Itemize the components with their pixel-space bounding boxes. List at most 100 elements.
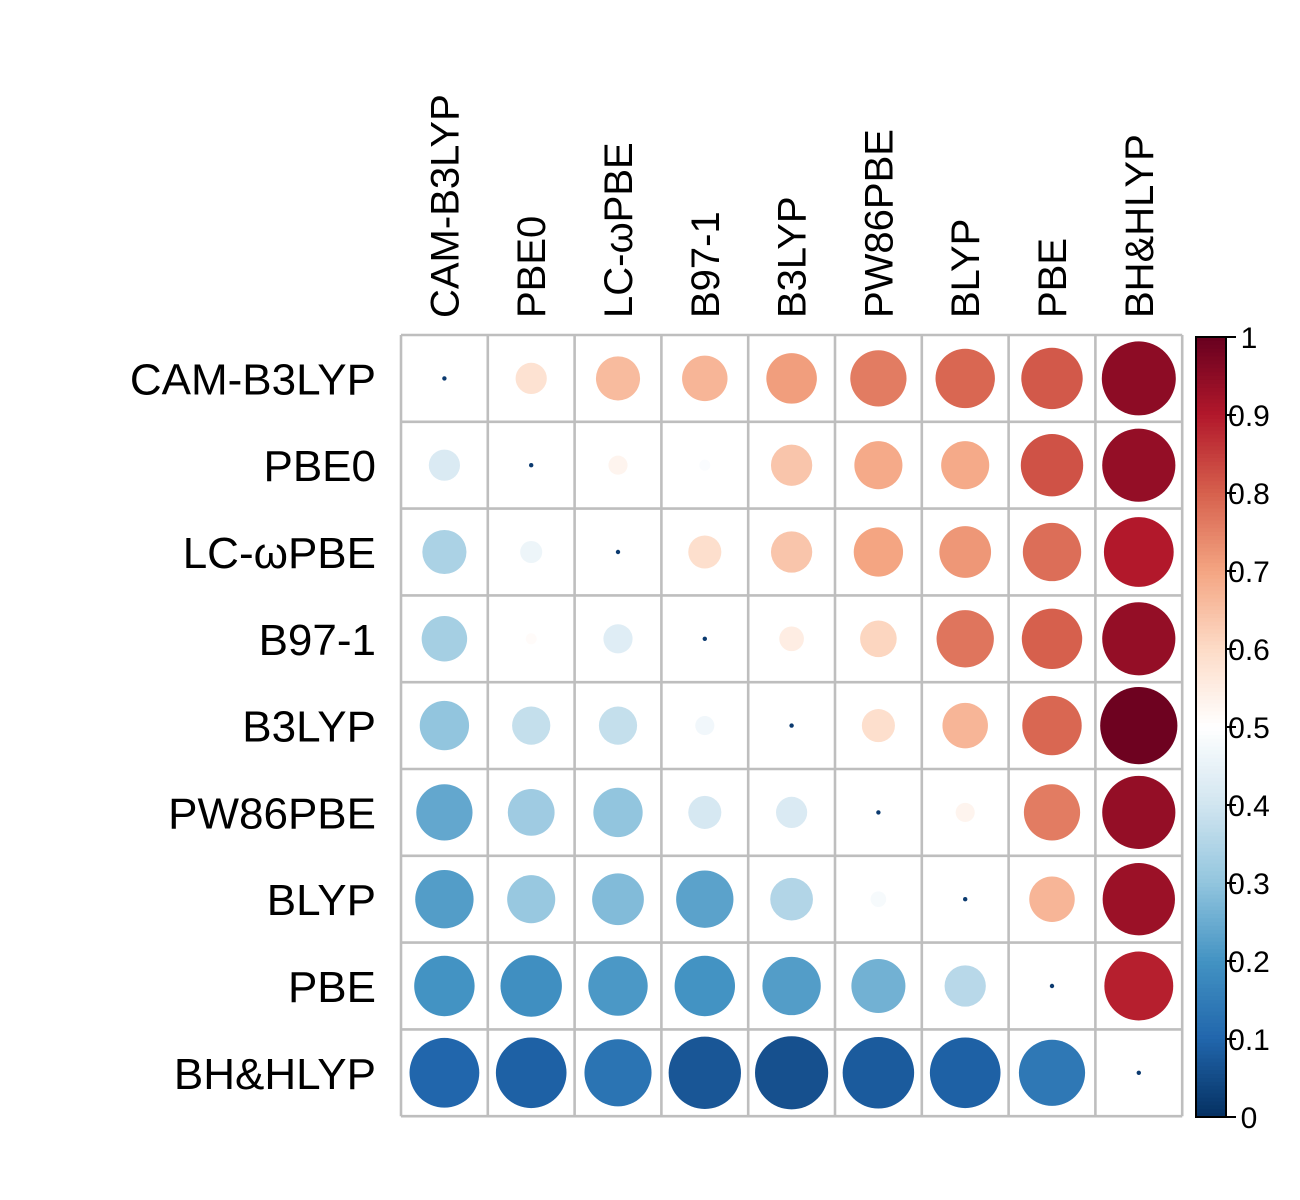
colorbar-segment: [1196, 1000, 1226, 1005]
colorbar-segment: [1196, 832, 1226, 837]
column-label: CAM-B3LYP: [423, 94, 467, 318]
colorbar-segment: [1196, 797, 1226, 802]
cell-circle-4-0: [419, 700, 470, 751]
colorbar-segment: [1196, 766, 1226, 771]
colorbar-segment: [1196, 984, 1226, 989]
colorbar-segment: [1196, 1101, 1226, 1106]
colorbar-segment: [1196, 1039, 1226, 1044]
colorbar-segment: [1196, 695, 1226, 701]
colorbar-segment: [1196, 551, 1226, 556]
colorbar-segment: [1196, 652, 1226, 658]
colorbar-segment: [1196, 1031, 1226, 1036]
cell-circle-0-6: [935, 348, 995, 409]
cell-circle-1-0: [428, 449, 460, 481]
colorbar-segment: [1196, 844, 1226, 849]
colorbar-segment: [1196, 793, 1226, 798]
colorbar-segment: [1196, 563, 1226, 568]
colorbar-segment: [1196, 1046, 1226, 1052]
colorbar-segment: [1196, 446, 1226, 451]
cell-circle-8-3: [668, 1036, 741, 1109]
cell-circle-4-8: [1100, 686, 1178, 765]
colorbar-segment: [1196, 727, 1226, 732]
row-label: CAM-B3LYP: [130, 355, 376, 404]
colorbar-segment: [1196, 1089, 1226, 1095]
colorbar-segment: [1196, 485, 1226, 490]
colorbar-segment: [1196, 493, 1226, 498]
row-label: B97-1: [259, 616, 376, 665]
colorbar-segment: [1196, 730, 1226, 736]
colorbar-segment: [1196, 688, 1226, 693]
cell-circle-6-1: [507, 875, 556, 924]
colorbar-segment: [1196, 816, 1226, 822]
cell-circle-4-7: [1022, 695, 1082, 756]
colorbar-segment: [1196, 699, 1226, 705]
cell-circle-8-1: [495, 1037, 567, 1109]
colorbar-segment: [1196, 734, 1226, 740]
cell-circle-2-5: [853, 527, 904, 577]
colorbar-segment: [1196, 976, 1226, 982]
colorbar-segment: [1196, 641, 1226, 646]
cell-circle-0-8: [1101, 341, 1176, 416]
column-label: BH&HLYP: [1118, 134, 1162, 318]
colorbar-segment: [1196, 606, 1226, 611]
colorbar-segment: [1196, 996, 1226, 1001]
cell-circle-4-4: [789, 723, 794, 728]
cell-circle-8-2: [584, 1039, 652, 1107]
colorbar-segment: [1196, 742, 1226, 748]
colorbar-tick-label: 0.2: [1228, 946, 1270, 979]
colorbar-segment: [1196, 547, 1226, 553]
colorbar-segment: [1196, 617, 1226, 623]
colorbar-segment: [1196, 1015, 1226, 1021]
colorbar-segment: [1196, 945, 1226, 950]
cell-circle-8-0: [409, 1037, 480, 1108]
colorbar-segment: [1196, 555, 1226, 560]
row-label: PBE: [288, 963, 376, 1012]
colorbar-segment: [1196, 957, 1226, 962]
colorbar-segment: [1196, 808, 1226, 814]
cell-circle-6-0: [415, 870, 474, 929]
cell-circle-6-8: [1102, 863, 1175, 936]
row-label: PBE0: [263, 442, 376, 491]
colorbar-segment: [1196, 430, 1226, 436]
colorbar-tick-label: 0.3: [1228, 868, 1270, 901]
colorbar-segment: [1196, 337, 1226, 342]
cell-circle-7-0: [414, 955, 475, 1017]
column-label: B97-1: [684, 211, 728, 318]
colorbar-segment: [1196, 867, 1226, 872]
colorbar-segment: [1196, 395, 1226, 400]
row-label: PW86PBE: [168, 789, 376, 838]
colorbar-segment: [1196, 738, 1226, 744]
cell-circle-2-4: [770, 531, 813, 573]
colorbar-tick-label: 0.4: [1228, 790, 1270, 823]
colorbar-segment: [1196, 691, 1226, 697]
colorbar-segment: [1196, 1078, 1226, 1083]
colorbar-segment: [1196, 633, 1226, 638]
colorbar-segment: [1196, 875, 1226, 880]
colorbar-segment: [1196, 801, 1226, 806]
colorbar-segment: [1196, 582, 1226, 588]
cell-circle-3-6: [936, 610, 994, 668]
colorbar-segment: [1196, 898, 1226, 904]
colorbar-tick-label: 0.1: [1228, 1024, 1270, 1057]
colorbar-segment: [1196, 383, 1226, 389]
colorbar-segment: [1196, 855, 1226, 861]
colorbar-segment: [1196, 1050, 1226, 1056]
colorbar-segment: [1196, 407, 1226, 412]
cell-circle-7-8: [1104, 951, 1174, 1021]
colorbar-segment: [1196, 1093, 1226, 1099]
cell-circle-3-3: [702, 636, 707, 641]
colorbar-segment: [1196, 777, 1226, 783]
colorbar-segment: [1196, 707, 1226, 712]
colorbar-segment: [1196, 992, 1226, 997]
colorbar-segment: [1196, 1113, 1226, 1118]
colorbar-segment: [1196, 1109, 1226, 1114]
cell-circle-8-5: [842, 1037, 915, 1109]
colorbar-segment: [1196, 454, 1226, 459]
colorbar-segment: [1196, 785, 1226, 790]
colorbar-segment: [1196, 356, 1226, 361]
colorbar-segment: [1196, 886, 1226, 892]
colorbar-tick-label: 0.7: [1228, 556, 1270, 589]
row-label: BH&HLYP: [174, 1050, 376, 1099]
colorbar-segment: [1196, 567, 1226, 572]
